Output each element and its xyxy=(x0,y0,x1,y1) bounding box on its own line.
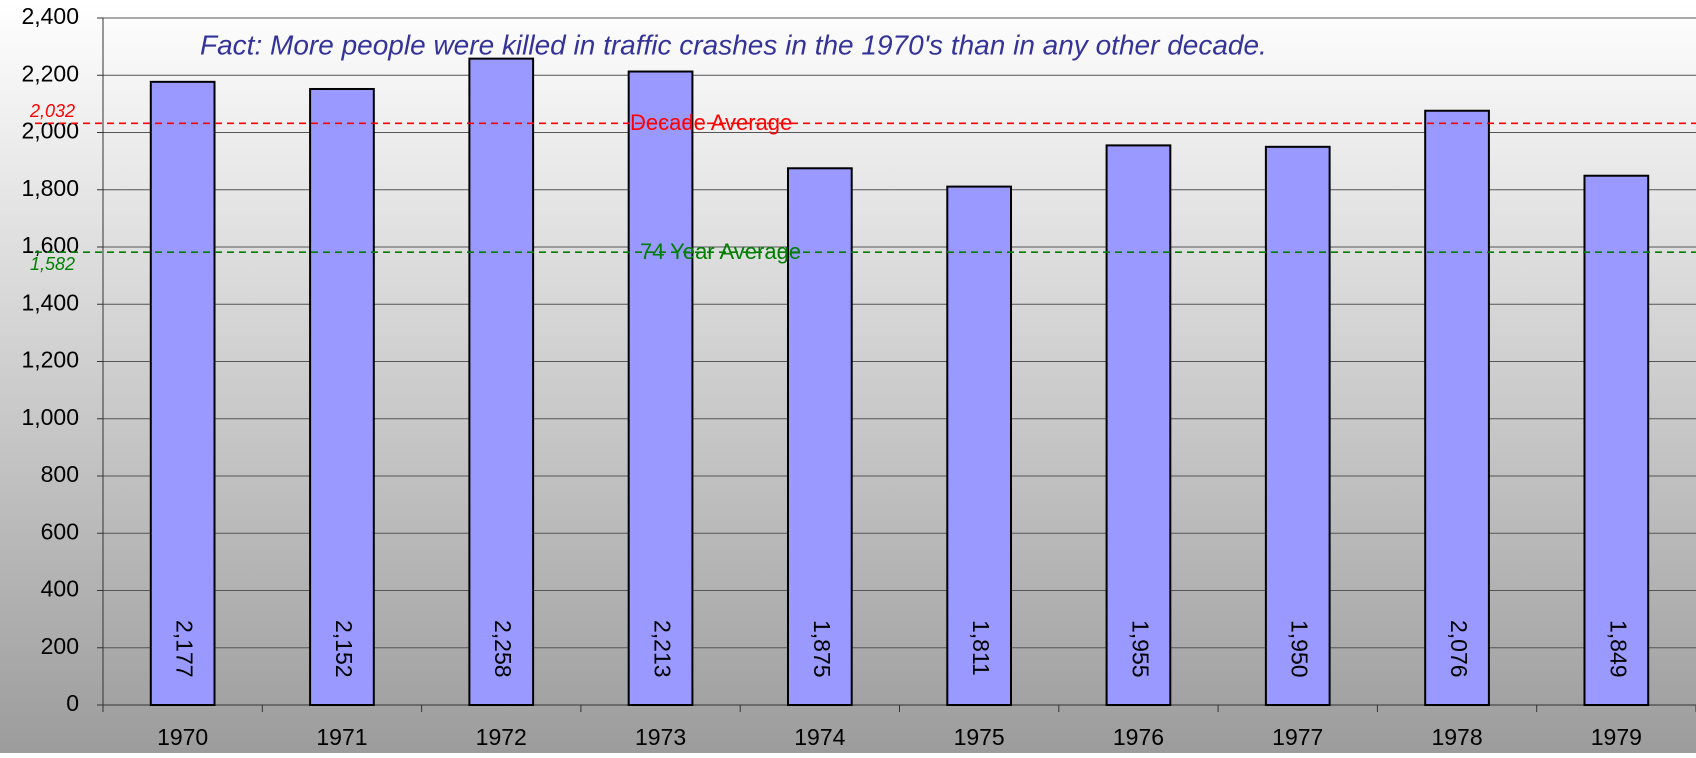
reference-value-label: 1,582 xyxy=(30,254,75,274)
annotation: Fact: More people were killed in traffic… xyxy=(200,29,1267,60)
y-tick-label: 1,400 xyxy=(21,289,79,315)
value-label: 2,177 xyxy=(172,620,198,678)
y-tick-label: 2,200 xyxy=(21,60,79,86)
bar xyxy=(1583,174,1650,706)
value-label: 1,875 xyxy=(809,620,835,678)
y-tick-label: 2,000 xyxy=(21,118,79,144)
x-tick-label: 1975 xyxy=(954,724,1005,750)
y-tick-label: 600 xyxy=(41,518,79,544)
x-tick-label: 1977 xyxy=(1272,724,1323,750)
value-label: 1,955 xyxy=(1127,620,1153,678)
bar xyxy=(1424,109,1490,707)
y-tick-label: 1,000 xyxy=(21,404,79,430)
value-label: 2,258 xyxy=(490,620,516,678)
x-tick-label: 1971 xyxy=(316,724,367,750)
value-label: 1,811 xyxy=(968,620,994,676)
bar xyxy=(627,70,694,706)
value-label: 1,950 xyxy=(1287,620,1313,678)
bar xyxy=(1105,144,1172,707)
y-tick-label: 2,400 xyxy=(21,3,79,29)
bar xyxy=(468,57,535,706)
x-tick-label: 1976 xyxy=(1113,724,1164,750)
x-tick-label: 1972 xyxy=(476,724,527,750)
value-label: 1,849 xyxy=(1605,620,1631,678)
bar xyxy=(149,80,216,707)
bar xyxy=(786,167,853,706)
x-tick-label: 1970 xyxy=(157,724,208,750)
bar xyxy=(309,87,375,707)
value-label: 2,152 xyxy=(331,620,357,678)
y-tick-label: 0 xyxy=(66,690,79,716)
y-tick-label: 1,600 xyxy=(21,232,79,258)
y-tick-label: 800 xyxy=(41,461,79,487)
bar xyxy=(1264,145,1331,706)
y-tick-label: 400 xyxy=(41,576,79,602)
reference-name: 74 Year Average xyxy=(640,239,801,264)
bar xyxy=(946,185,1013,706)
y-tick-label: 1,800 xyxy=(21,175,79,201)
value-label: 2,213 xyxy=(649,620,675,678)
x-tick-label: 1973 xyxy=(635,724,686,750)
reference-value-label: 2,032 xyxy=(29,101,75,121)
x-tick-label: 1978 xyxy=(1431,724,1482,750)
y-tick-label: 200 xyxy=(41,633,79,659)
reference-name: Decade Average xyxy=(630,110,792,135)
y-tick-label: 1,200 xyxy=(21,347,79,373)
x-tick-label: 1979 xyxy=(1591,724,1642,750)
x-tick-label: 1974 xyxy=(794,724,845,750)
value-label: 2,076 xyxy=(1446,620,1472,678)
